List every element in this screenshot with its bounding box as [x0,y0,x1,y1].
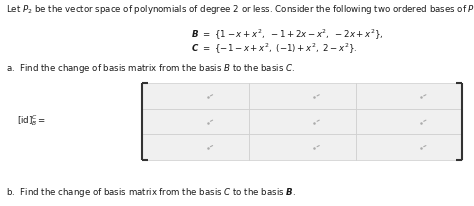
Bar [249,109,356,134]
Text: $= \ \{-1 - x + x^2, \ (-1) + x^2, \ 2 - x^2\}.$: $= \ \{-1 - x + x^2, \ (-1) + x^2, \ 2 -… [201,42,358,56]
Text: $\boldsymbol{C}$: $\boldsymbol{C}$ [191,42,199,53]
Bar [356,83,462,109]
Text: $\boldsymbol{B}$: $\boldsymbol{B}$ [191,28,199,39]
Bar [142,134,249,160]
Bar [356,134,462,160]
Bar [249,134,356,160]
Text: $[\mathrm{id}]_B^C =$: $[\mathrm{id}]_B^C =$ [17,113,46,128]
Bar [142,83,249,109]
Text: b.  Find the change of basis matrix from the basis $C$ to the basis $\boldsymbol: b. Find the change of basis matrix from … [6,186,296,199]
Text: Let $P_2$ be the vector space of polynomials of degree 2 or less. Consider the f: Let $P_2$ be the vector space of polynom… [6,3,474,16]
Bar [249,83,356,109]
Bar [142,109,249,134]
Bar [356,109,462,134]
Text: a.  Find the change of basis matrix from the basis $B$ to the basis $C$.: a. Find the change of basis matrix from … [6,62,295,75]
Text: $= \ \{1 - x + x^2, \ -1 + 2x - x^2, \ -2x + x^2\},$: $= \ \{1 - x + x^2, \ -1 + 2x - x^2, \ -… [201,28,384,42]
